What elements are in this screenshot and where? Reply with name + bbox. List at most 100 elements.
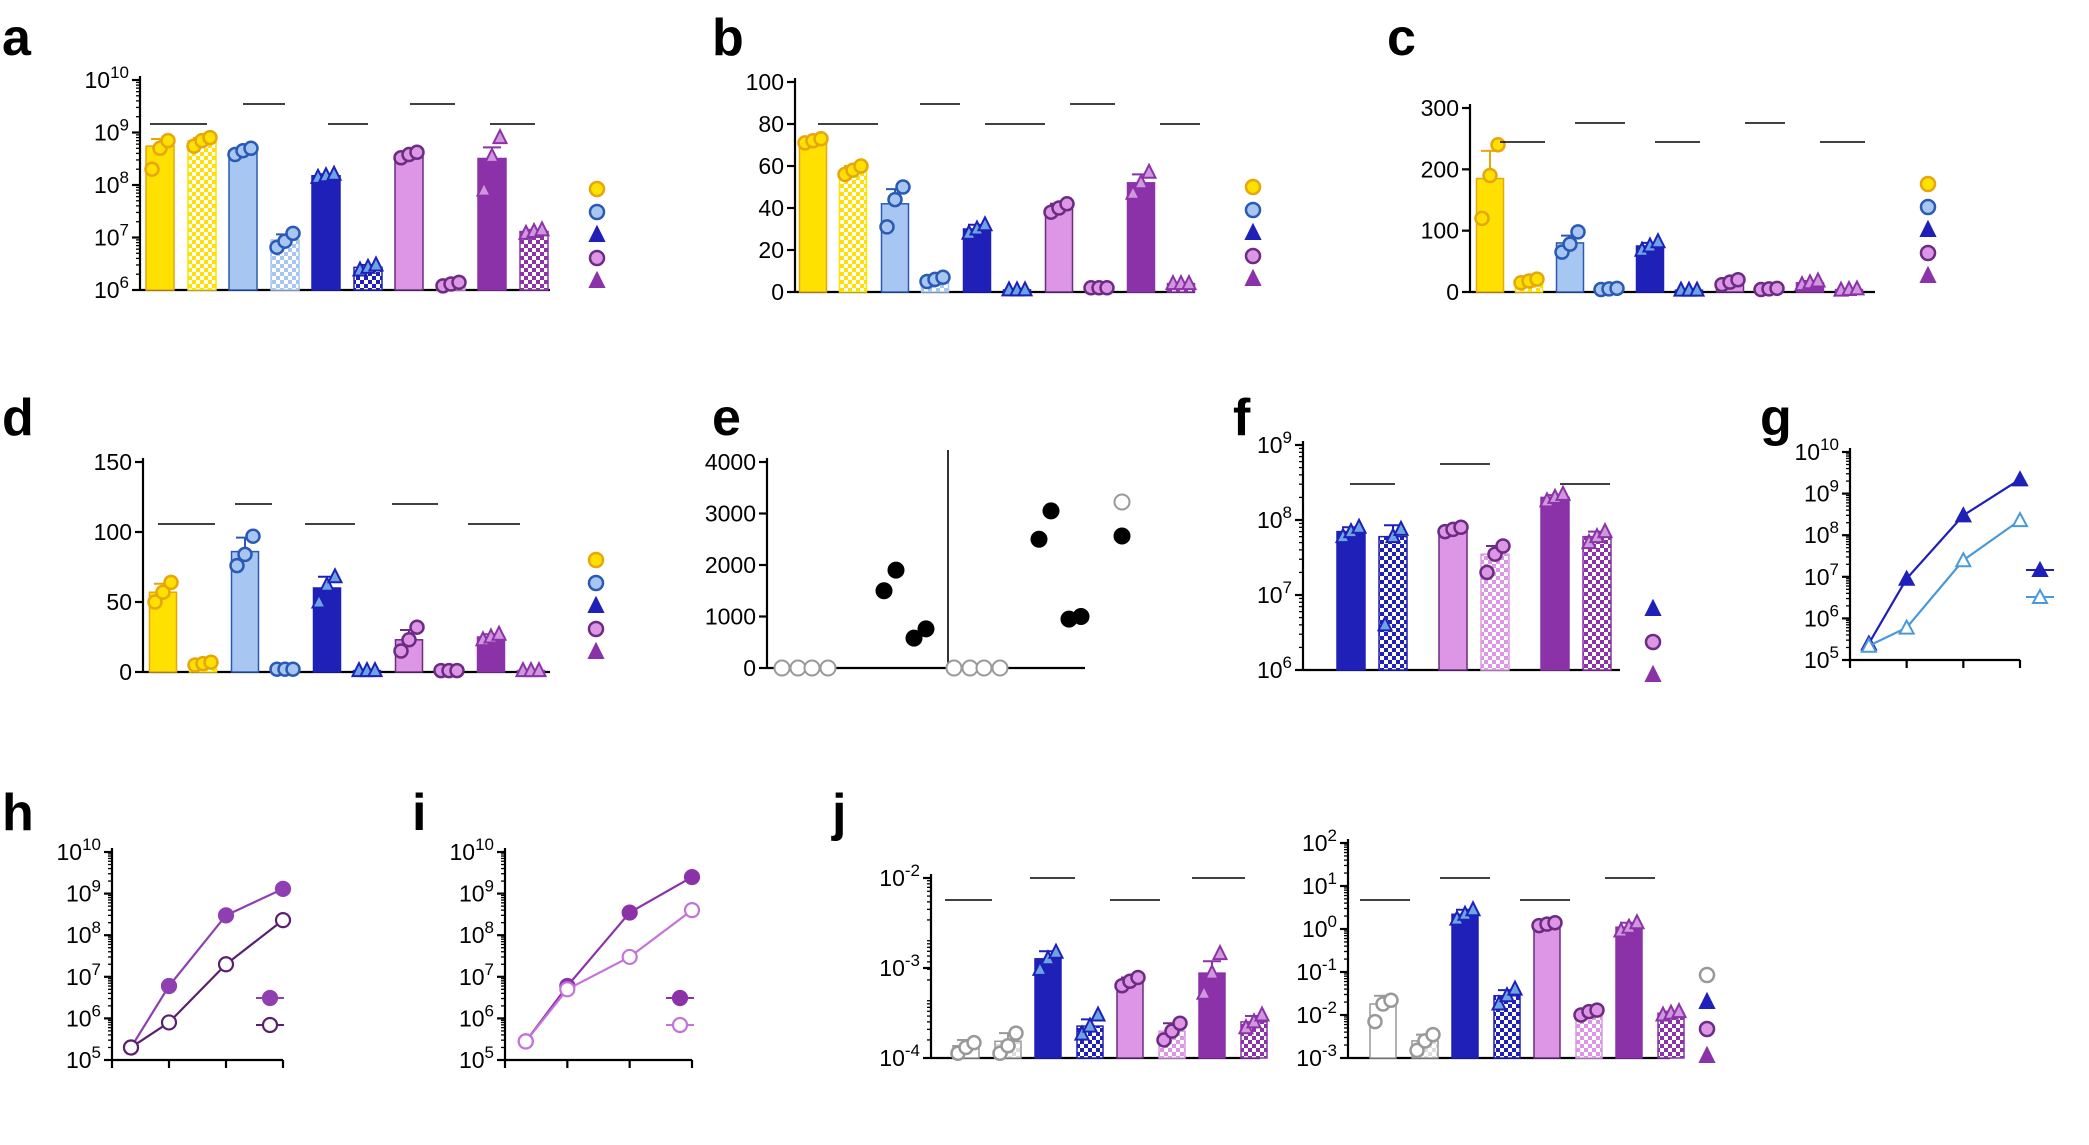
y-tick-label: 101 xyxy=(1302,869,1337,899)
y-tick-label: 108 xyxy=(94,168,129,198)
bar xyxy=(1369,1003,1397,1059)
data-point xyxy=(1072,608,1090,625)
data-point xyxy=(1047,942,1065,959)
panel-letter-f: f xyxy=(1233,389,1251,447)
data-point xyxy=(895,179,911,195)
data-point xyxy=(310,592,328,609)
data-point xyxy=(449,662,465,679)
data-point xyxy=(773,659,791,677)
bar xyxy=(1475,177,1505,293)
data-point xyxy=(326,567,344,584)
data-point xyxy=(217,956,235,973)
bar xyxy=(1438,528,1468,671)
data-point xyxy=(1367,1013,1383,1030)
data-point xyxy=(483,146,501,163)
y-tick-label: 102 xyxy=(1302,826,1337,856)
legend-marker xyxy=(1698,1020,1716,1038)
data-point xyxy=(621,948,638,966)
panel-letter-i: i xyxy=(412,784,426,842)
y-tick-label: 109 xyxy=(1804,477,1839,507)
y-tick-label: 100 xyxy=(746,69,784,95)
data-point xyxy=(160,132,176,149)
legend-marker xyxy=(1919,175,1937,193)
y-tick-label: 10-2 xyxy=(879,861,920,891)
legend-marker xyxy=(588,180,606,198)
data-point xyxy=(1124,183,1142,200)
data-point xyxy=(1130,969,1146,986)
panel-i: 105 106 107 108 109 1010 xyxy=(449,835,701,1073)
data-point xyxy=(966,1034,982,1051)
data-point xyxy=(203,654,219,670)
bar xyxy=(394,153,424,291)
data-point xyxy=(155,584,171,600)
legend-marker xyxy=(1698,966,1716,984)
data-point xyxy=(819,659,837,677)
panel-letter-g: g xyxy=(1760,389,1792,447)
bar xyxy=(477,157,507,291)
panel-letter-c: c xyxy=(1387,9,1416,67)
data-point xyxy=(1897,569,1916,586)
data-point xyxy=(274,880,292,897)
data-point xyxy=(318,575,336,592)
legend-marker xyxy=(1244,268,1262,286)
series-line xyxy=(130,919,284,1049)
y-tick-label: 108 xyxy=(1257,503,1292,533)
y-tick-label: 106 xyxy=(459,1001,494,1031)
data-point xyxy=(1253,1005,1271,1022)
y-tick-label: 60 xyxy=(758,153,784,179)
data-point xyxy=(1180,273,1198,291)
data-point xyxy=(1490,994,1508,1011)
panel-h: 105 106 107 108 109 1010 xyxy=(56,835,292,1073)
bar xyxy=(880,203,910,293)
y-tick-label: 1010 xyxy=(56,835,101,865)
data-point xyxy=(1506,979,1524,996)
data-point xyxy=(1132,173,1150,190)
panel-letter-a: a xyxy=(2,9,32,67)
bar xyxy=(1451,913,1479,1059)
legend-marker xyxy=(587,620,605,638)
panel-g: 105 106 107 108 109 1010 xyxy=(1794,435,2054,673)
y-tick-label: 108 xyxy=(459,918,494,948)
legend-marker xyxy=(1244,247,1262,265)
y-tick-label: 107 xyxy=(66,960,101,990)
series-line xyxy=(130,887,284,1049)
legend-marker xyxy=(1644,598,1662,616)
data-point xyxy=(945,659,963,677)
legend-marker xyxy=(588,270,606,288)
legend-marker xyxy=(587,574,605,592)
data-point xyxy=(163,574,179,591)
data-point xyxy=(144,161,160,177)
y-tick-label: 10-1 xyxy=(1296,955,1337,985)
legend-marker xyxy=(1244,222,1262,240)
series-line xyxy=(524,909,693,1043)
data-point xyxy=(366,660,384,678)
y-tick-label: 4000 xyxy=(705,449,756,475)
legend-marker xyxy=(1919,265,1937,283)
data-point xyxy=(905,629,923,647)
panel-letter-j: j xyxy=(831,784,846,842)
y-tick-label: 107 xyxy=(1257,578,1292,608)
panel-a: 106 107 108 109 1010 xyxy=(84,63,606,303)
y-tick-label: 106 xyxy=(94,273,129,303)
legend-marker xyxy=(588,203,606,221)
y-tick-label: 106 xyxy=(66,1001,101,1031)
data-point xyxy=(1425,1026,1441,1043)
data-point xyxy=(1474,210,1490,227)
data-point xyxy=(530,660,548,678)
legend-marker xyxy=(1644,633,1662,651)
data-point xyxy=(1688,280,1706,297)
data-point xyxy=(1453,519,1469,536)
data-point xyxy=(475,180,493,197)
panel-d: 0 50 100 150 xyxy=(94,449,605,685)
data-point xyxy=(2011,470,2029,487)
bar xyxy=(1378,535,1408,671)
legend-marker xyxy=(2031,587,2049,604)
data-point xyxy=(160,977,178,995)
y-tick-label: 10-2 xyxy=(1296,998,1337,1028)
data-point xyxy=(401,632,417,648)
data-point xyxy=(1609,280,1625,297)
bar xyxy=(1533,923,1561,1059)
data-point xyxy=(1848,279,1866,296)
legend-marker xyxy=(1698,991,1716,1009)
